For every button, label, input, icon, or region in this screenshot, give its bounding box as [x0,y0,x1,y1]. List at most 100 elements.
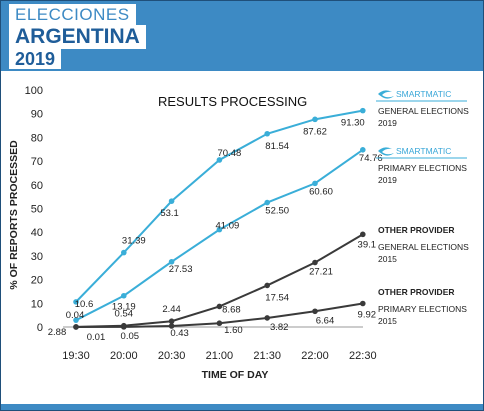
y-tick-label: 80 [31,132,43,144]
data-label: 2.88 [48,327,67,338]
data-label: 31.39 [122,236,146,247]
y-tick-label: 10 [31,298,43,310]
y-tick-label: 50 [31,204,43,216]
legend-sm_primary: SMARTMATIC PRIMARY ELECTIONS 2019 [376,146,467,185]
x-tick-label: 22:00 [301,350,329,362]
data-point [73,324,79,330]
x-tick-label: 20:30 [158,350,186,362]
data-label: 70.48 [218,148,242,159]
data-label: 52.50 [265,206,289,217]
y-axis-label: % OF REPORTS PROCESSED [8,140,20,290]
y-tick-label: 90 [31,109,43,121]
y-tick-label: 60 [31,180,43,192]
data-label: 8.68 [222,304,241,315]
footer-band [1,404,483,410]
y-tick-label: 100 [25,85,43,97]
data-label: 0.54 [115,309,134,320]
legend-line1: GENERAL ELECTIONS [378,106,469,116]
x-tick-label: 21:00 [206,350,234,362]
data-label: 3.82 [270,322,289,333]
data-label: 27.53 [169,264,193,275]
data-label: 81.54 [265,141,289,152]
y-tick-label: 30 [31,251,43,263]
series-sm_primary: 2.88 13.19 27.53 41.09 52.50 60.60 74.76 [48,147,383,338]
chart-title: RESULTS PROCESSING [158,94,307,109]
data-label: 17.54 [265,292,289,303]
data-point [264,282,271,289]
data-label: 91.30 [341,118,365,129]
data-point [168,198,175,204]
data-label: 13.19 [112,302,136,313]
data-label: 2.44 [162,304,181,315]
legend-head: OTHER PROVIDER [378,225,455,235]
data-point [360,231,366,238]
data-label: 60.60 [309,186,333,197]
data-label: 53.1 [160,208,179,219]
y-tick-label: 20 [31,275,43,287]
header-title-elecciones: ELECCIONES [9,4,136,25]
header-title-year: 2019 [9,49,62,69]
smartmatic-logo-icon [378,147,394,156]
header-band: ELECCIONES ARGENTINA 2019 [1,1,483,71]
legend-brand: SMARTMATIC [396,146,451,156]
y-tick-label: 0 [37,322,43,334]
series-layer: 10.6 31.39 53.1 70.48 81.54 87.62 91.30 2.88 13.… [48,107,383,343]
y-ticks: 0 10 20 30 40 50 60 70 80 90 100 [25,85,43,334]
x-axis-label: TIME OF DAY [202,369,269,381]
data-label: 0.04 [66,310,85,321]
data-point [73,299,79,305]
data-label: 10.6 [75,299,94,310]
data-label: 0.01 [87,332,106,343]
legend-head: OTHER PROVIDER [378,287,455,297]
data-point [216,226,223,233]
data-label: 1.60 [224,325,243,336]
smartmatic-logo-icon [378,90,394,99]
x-tick-label: 22:30 [349,350,377,362]
legend-op_general: OTHER PROVIDER GENERAL ELECTIONS 2015 [378,225,469,264]
data-point [360,300,366,307]
data-point [264,199,271,206]
data-point [216,157,223,163]
data-point [168,323,175,329]
data-point [360,147,366,153]
data-point [264,130,271,137]
legend-line1: PRIMARY ELECTIONS [378,304,467,314]
y-tick-label: 40 [31,227,43,239]
data-point [168,258,175,265]
x-tick-label: 20:00 [110,350,138,362]
data-label: 0.05 [121,331,140,342]
data-label: 74.76 [359,153,383,164]
x-tick-label: 21:30 [253,350,281,362]
x-tick-label: 19:30 [62,350,90,362]
data-point [168,318,175,325]
header-title-argentina: ARGENTINA [9,25,146,49]
data-label: 39.1 [358,239,377,250]
data-point [216,320,223,327]
legend-line2: 2019 [378,175,397,185]
x-ticks: 19:30 20:00 20:30 21:00 21:30 22:00 22:30 [62,350,376,362]
series-op_primary: 0.01 0.05 0.43 1.60 3.82 6.64 9.92 [73,300,377,343]
y-tick-label: 70 [31,156,43,168]
data-label: 6.64 [316,315,335,326]
data-label: 9.92 [358,309,377,320]
data-point [312,180,318,187]
series-sm_general: 10.6 31.39 53.1 70.48 81.54 87.62 91.30 [73,107,366,310]
legend-line2: 2015 [378,316,397,326]
legend-line1: GENERAL ELECTIONS [378,242,469,252]
data-point [73,317,79,323]
data-point [264,315,271,321]
legend-sm_general: SMARTMATIC GENERAL ELECTIONS 2019 [376,89,469,128]
data-point [312,116,318,123]
data-label: 41.09 [216,221,240,232]
series-line [75,149,364,322]
data-point [121,324,127,330]
data-point [312,259,318,266]
data-point [121,292,127,299]
data-label: 0.43 [170,328,189,339]
legend-brand: SMARTMATIC [396,89,451,99]
data-point [216,303,223,310]
data-label: 27.21 [309,267,333,278]
data-point [312,308,318,315]
